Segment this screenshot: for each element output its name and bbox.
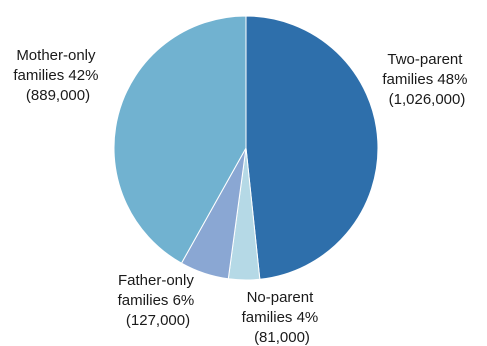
label-mother-only: Mother-only families 42% (889,000): [13, 47, 102, 104]
pie-slices: [113, 15, 379, 281]
label-father-only: Father-only families 6% (127,000): [118, 272, 199, 329]
slice-labels: Two-parent families 48% (1,026,000) No-p…: [13, 47, 471, 346]
slice-two-parent: [245, 15, 379, 280]
label-no-parent: No-parent families 4% (81,000): [242, 289, 323, 346]
label-two-parent: Two-parent families 48% (1,026,000): [382, 51, 471, 108]
slice-mother-only: [113, 15, 247, 264]
